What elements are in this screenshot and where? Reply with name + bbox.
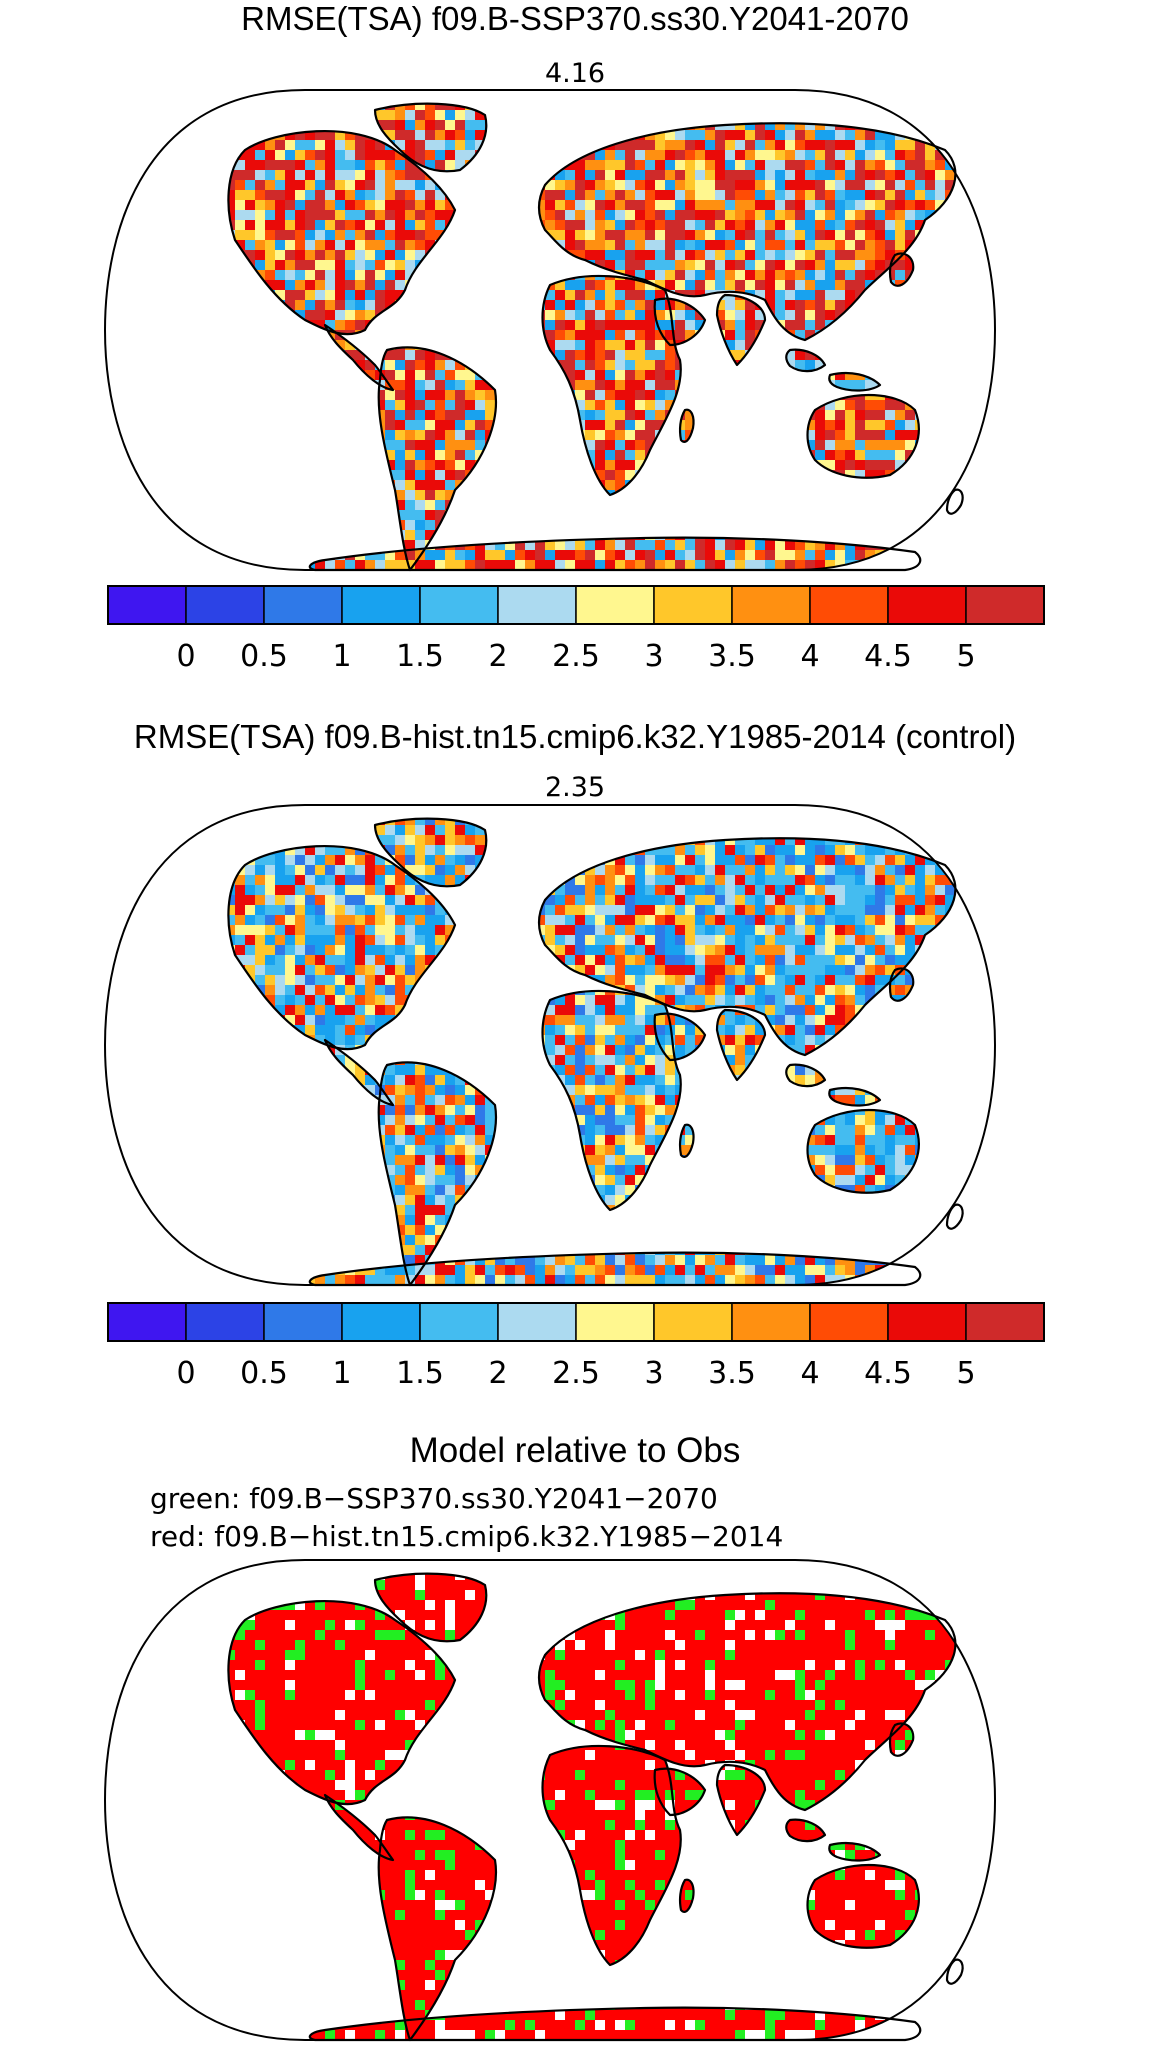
colorbar-tick-label: 4.5 — [864, 639, 912, 674]
panel-title: RMSE(TSA) f09.B-hist.tn15.cmip6.k32.Y198… — [134, 718, 1016, 755]
comparison-panel: Model relative to Obs green: f09.B−SSP37… — [103, 1431, 997, 2042]
colorbar-swatch — [731, 585, 811, 625]
panel-title: RMSE(TSA) f09.B-SSP370.ss30.Y2041-2070 — [241, 0, 909, 37]
panel-mean-value: 4.16 — [545, 58, 605, 89]
colorbar-tick-label: 4 — [800, 639, 819, 674]
colorbar-swatch — [653, 1302, 733, 1342]
colorbar-tick-label: 2.5 — [552, 1356, 600, 1391]
colorbar-tick-label: 3.5 — [708, 639, 756, 674]
colorbar-tick-label: 1 — [332, 639, 351, 674]
colorbar: 0 0.5 1 1.5 2 2.5 3 3.5 4 4.5 5 — [107, 1302, 1045, 1391]
colorbar-swatch — [419, 585, 499, 625]
colorbar-tick-label: 5 — [956, 1356, 975, 1391]
colorbar-swatch — [575, 1302, 655, 1342]
colorbar-swatch — [809, 585, 889, 625]
colorbar-tick-label: 2 — [488, 1356, 507, 1391]
colorbar-tick-label: 1.5 — [396, 1356, 444, 1391]
colorbar-swatch — [965, 1302, 1045, 1342]
rmse-panel-control: RMSE(TSA) f09.B-hist.tn15.cmip6.k32.Y198… — [103, 718, 1045, 1391]
colorbar-tick-label: 3 — [644, 1356, 663, 1391]
colorbar-tick-label: 1 — [332, 1356, 351, 1391]
world-map — [103, 1559, 997, 2042]
legend-green: green: f09.B−SSP370.ss30.Y2041−2070 — [150, 1482, 718, 1515]
colorbar-tick-label: 4 — [800, 1356, 819, 1391]
colorbar-tick-label: 0.5 — [240, 639, 288, 674]
colorbar-frame — [107, 1302, 1045, 1342]
colorbar-swatch — [107, 585, 187, 625]
colorbar-swatch — [497, 1302, 577, 1342]
colorbar-swatch — [887, 585, 967, 625]
colorbar-swatch — [731, 1302, 811, 1342]
colorbar-swatch — [263, 585, 343, 625]
map-boundary — [103, 1559, 997, 2041]
colorbar-tick-label: 3 — [644, 639, 663, 674]
map-boundary — [103, 89, 997, 571]
panel-mean-value: 2.35 — [545, 772, 605, 803]
world-map — [103, 804, 997, 1287]
colorbar-tick-label: 0.5 — [240, 1356, 288, 1391]
colorbar-swatch — [887, 1302, 967, 1342]
colorbar-swatch — [341, 1302, 421, 1342]
map-boundary — [103, 804, 997, 1286]
colorbar-swatch — [653, 585, 733, 625]
colorbar-frame — [107, 585, 1045, 625]
colorbar-swatch — [107, 1302, 187, 1342]
colorbar-tick-label: 2 — [488, 639, 507, 674]
colorbar-tick-label: 3.5 — [708, 1356, 756, 1391]
rmse-panel-future: RMSE(TSA) f09.B-SSP370.ss30.Y2041-2070 4… — [103, 0, 1045, 674]
comparison-title: Model relative to Obs — [410, 1431, 741, 1470]
colorbar-swatch — [185, 585, 265, 625]
colorbar-swatch — [965, 585, 1045, 625]
colorbar-swatch — [575, 585, 655, 625]
colorbar-swatch — [419, 1302, 499, 1342]
colorbar-swatch — [497, 585, 577, 625]
colorbar-swatch — [185, 1302, 265, 1342]
colorbar-tick-label: 1.5 — [396, 639, 444, 674]
colorbar-tick-label: 5 — [956, 639, 975, 674]
colorbar-tick-label: 0 — [176, 639, 195, 674]
legend-red: red: f09.B−hist.tn15.cmip6.k32.Y1985−201… — [150, 1520, 783, 1553]
colorbar-swatch — [263, 1302, 343, 1342]
world-map — [103, 89, 997, 572]
colorbar-tick-label: 2.5 — [552, 639, 600, 674]
colorbar: 0 0.5 1 1.5 2 2.5 3 3.5 4 4.5 5 — [107, 585, 1045, 674]
colorbar-tick-label: 4.5 — [864, 1356, 912, 1391]
colorbar-tick-label: 0 — [176, 1356, 195, 1391]
colorbar-swatch — [341, 585, 421, 625]
colorbar-swatch — [809, 1302, 889, 1342]
